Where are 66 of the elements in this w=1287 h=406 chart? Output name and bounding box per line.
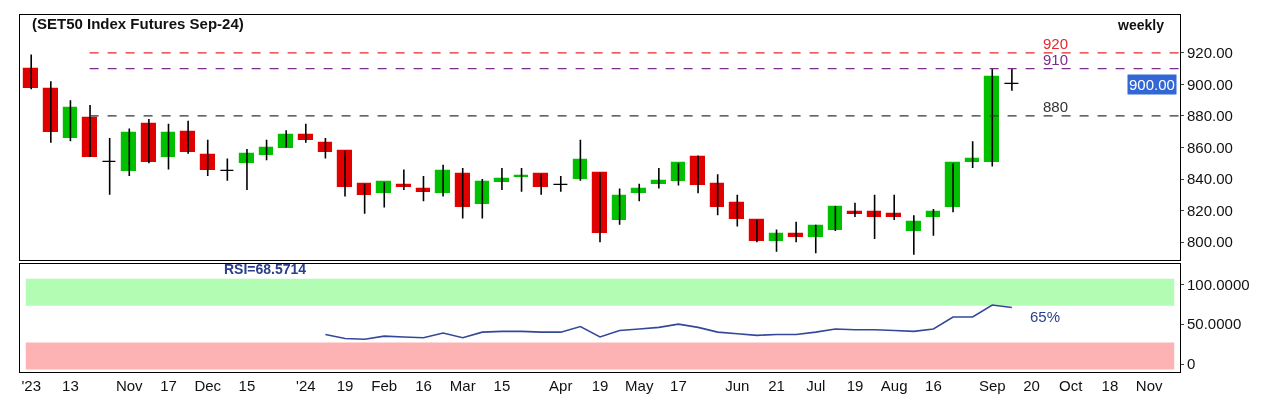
- x-tick-label: Nov: [1135, 377, 1164, 394]
- x-tick-label: 15: [493, 377, 511, 394]
- x-tick-label: 19: [591, 377, 609, 394]
- candlestick: [572, 138, 587, 182]
- x-tick-label: Aug: [880, 377, 908, 394]
- x-tick-label: 20: [1023, 377, 1040, 394]
- y-tick-label: 800.00: [1187, 233, 1233, 251]
- x-tick-label: 18: [1101, 377, 1119, 394]
- ref-line-label: 880: [1043, 98, 1069, 115]
- candlestick: [317, 137, 332, 160]
- candlestick: [258, 138, 273, 161]
- x-tick-label: 19: [846, 377, 864, 394]
- x-tick-label: Jul: [806, 377, 826, 394]
- y-tick-label: 0: [1187, 355, 1196, 373]
- candlestick: [474, 178, 489, 220]
- candlestick: [768, 228, 783, 253]
- x-tick-label: 19: [336, 377, 354, 394]
- x-tick-label: Apr: [549, 377, 573, 394]
- candlestick: [101, 137, 116, 196]
- candlestick: [866, 194, 881, 240]
- annotation: 900.00: [1129, 76, 1175, 93]
- candlestick: [415, 175, 430, 202]
- x-tick-label: '23: [21, 377, 41, 394]
- x-tick-label: May: [625, 377, 654, 394]
- x-tick-label: 16: [415, 377, 432, 394]
- candlestick: [62, 99, 77, 142]
- x-tick-label: '24: [296, 377, 316, 394]
- candlestick: [356, 182, 371, 215]
- annotation: 65%: [1030, 308, 1061, 325]
- x-tick-label: Dec: [194, 377, 222, 394]
- x-tick-label: Mar: [449, 377, 476, 394]
- x-tick-label: 17: [670, 377, 687, 394]
- line-series: [324, 304, 1013, 341]
- x-tick-label: 15: [238, 377, 256, 394]
- x-tick-label: Jun: [725, 377, 750, 394]
- x-tick-label: 17: [160, 377, 177, 394]
- x-tick-label: 21: [768, 377, 785, 394]
- candlestick: [670, 161, 685, 187]
- ref-line-label: 910: [1043, 51, 1069, 68]
- annotation: weekly: [1117, 17, 1165, 33]
- candlestick: [219, 157, 234, 182]
- x-tick-label: Sep: [978, 377, 1006, 394]
- y-tick-label: 50.0000: [1187, 315, 1242, 333]
- y-tick-label: 100.0000: [1187, 275, 1250, 293]
- chart-title: (SET50 Index Futures Sep-24): [32, 15, 244, 32]
- candlestick: [1003, 67, 1019, 92]
- y-tick-label: 900.00: [1187, 75, 1233, 93]
- candlestick: [160, 123, 175, 171]
- candlestick: [827, 205, 842, 232]
- candlestick: [552, 175, 568, 193]
- x-tick-label: 16: [925, 377, 942, 394]
- x-tick-label: Feb: [371, 377, 398, 394]
- ref-line-label: 920: [1043, 35, 1069, 52]
- y-tick-label: 920.00: [1187, 44, 1233, 62]
- annotation: RSI=68.5714: [224, 261, 307, 277]
- x-tick-label: 13: [62, 377, 79, 394]
- candlestick: [709, 173, 724, 217]
- candlestick: [964, 140, 979, 169]
- candlestick: [611, 187, 626, 226]
- candlestick: [925, 208, 940, 237]
- y-tick-label: 860.00: [1187, 138, 1233, 156]
- y-tick-label: 880.00: [1187, 107, 1233, 125]
- y-tick-label: 840.00: [1187, 170, 1233, 188]
- x-tick-label: Nov: [115, 377, 144, 394]
- y-tick-label: 820.00: [1187, 201, 1233, 219]
- x-tick-label: Oct: [1059, 377, 1084, 394]
